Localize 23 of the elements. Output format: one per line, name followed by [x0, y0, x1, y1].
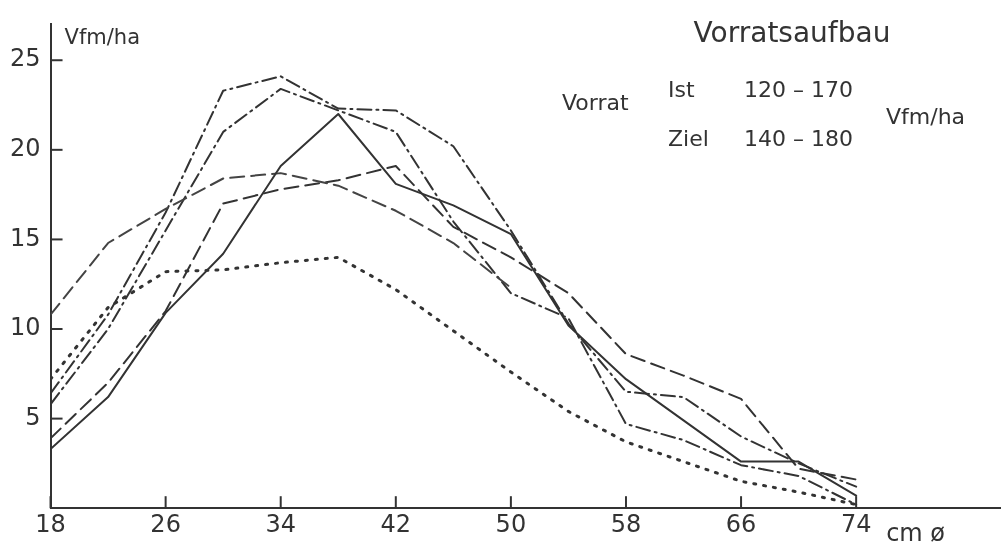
y-axis-title: Vfm/ha [64, 25, 141, 50]
line-series [50, 172, 512, 316]
x-tick-label: 26 [150, 509, 181, 538]
y-tick-label: 20 [9, 134, 41, 163]
x-tick-label: 58 [610, 509, 642, 538]
x-tick-label: 50 [495, 509, 527, 538]
x-axis-title: cm ø [886, 519, 946, 547]
annotation: Ziel [668, 126, 709, 151]
y-tick-label: 15 [9, 223, 41, 252]
x-tick-label: 66 [725, 509, 757, 538]
x-tick-label: 18 [35, 509, 66, 538]
x-tick-label: 74 [840, 509, 872, 538]
y-tick-label: 25 [9, 44, 41, 73]
annotation: Ist [668, 77, 695, 102]
x-tick-label: 34 [265, 509, 296, 538]
annotation: 120 – 170 [744, 77, 853, 102]
annotation: Vfm/ha [886, 104, 966, 129]
x-tick-label: 42 [380, 509, 412, 538]
chart-title: Vorratsaufbau [693, 16, 891, 49]
y-tick-label: 10 [9, 313, 41, 342]
y-tick-label: 5 [25, 402, 41, 431]
annotation: 140 – 180 [744, 126, 853, 151]
annotation: Vorrat [562, 90, 629, 115]
